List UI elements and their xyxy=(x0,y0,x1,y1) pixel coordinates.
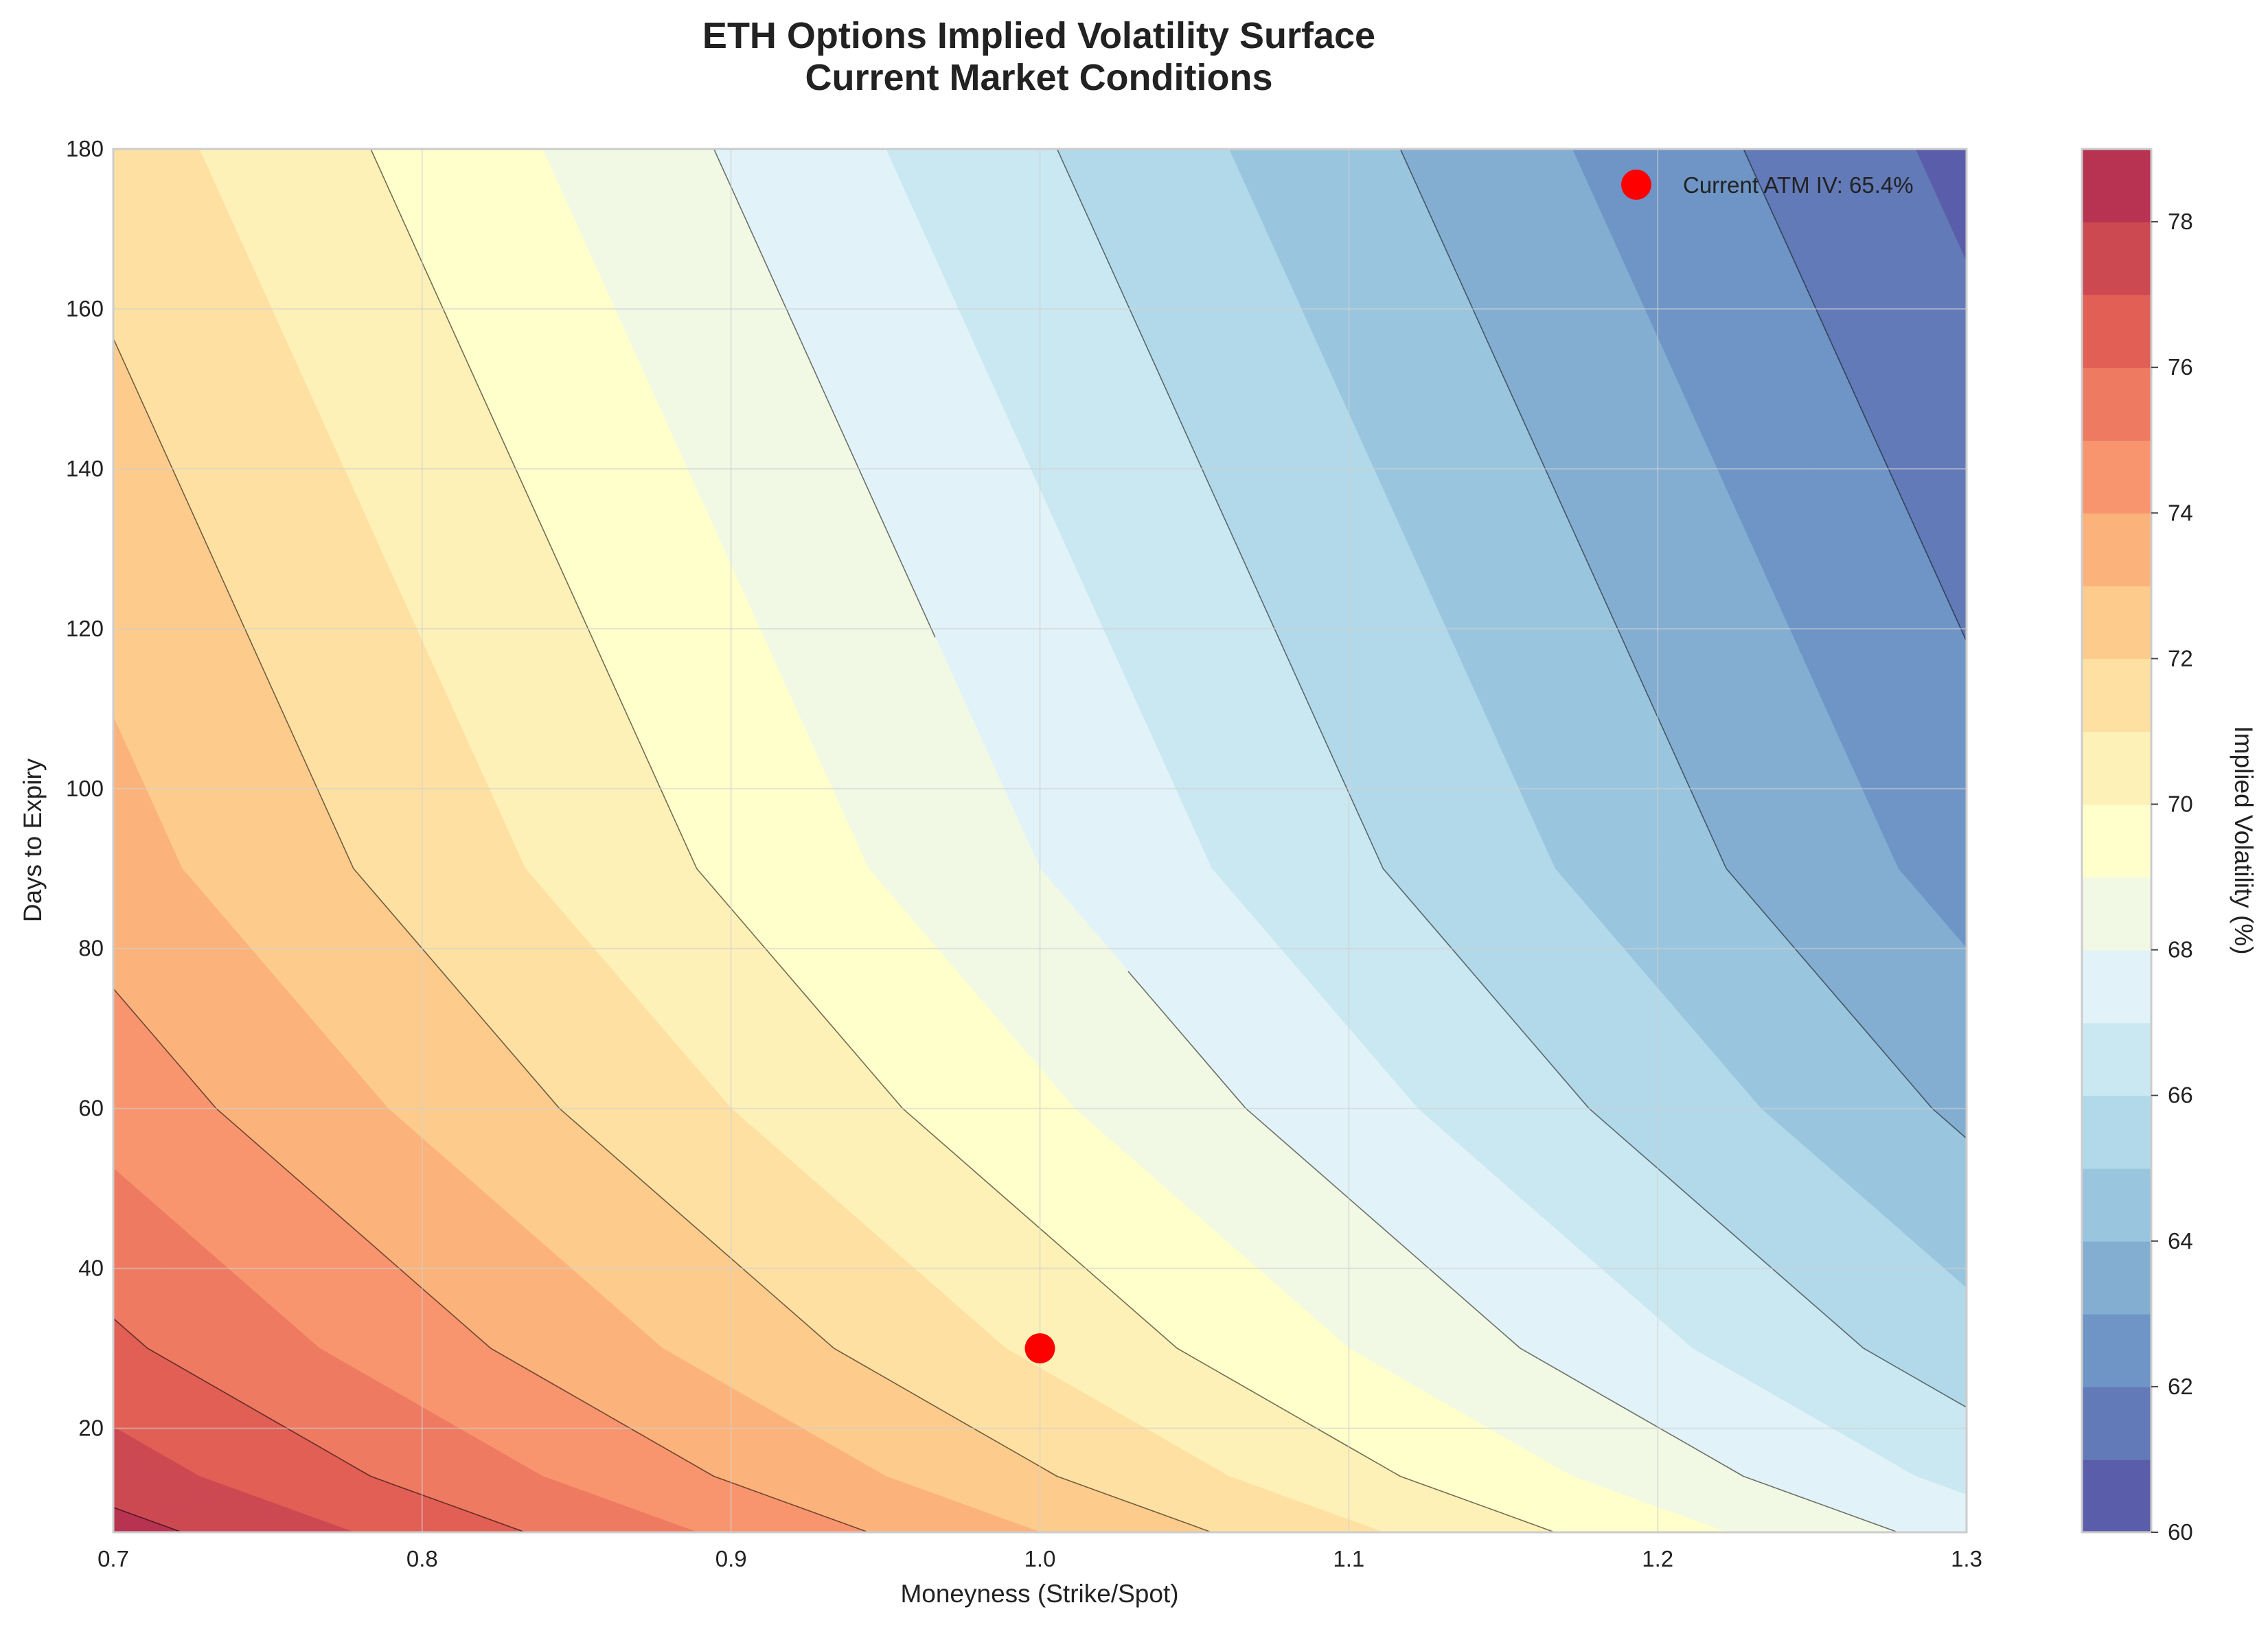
atm-marker xyxy=(1024,1333,1055,1364)
colorbar-frame xyxy=(2081,148,2153,1534)
x-tick-label: 0.8 xyxy=(406,1546,438,1571)
contour-line-78 xyxy=(113,1507,183,1532)
contour-band-77 xyxy=(113,1427,354,1532)
colorbar-label: Implied Volatility (%) xyxy=(2230,726,2258,954)
colorbar-ticks: 60 62 64 66 68 70 72 74 76 78 xyxy=(2151,209,2193,1545)
colorbar-tick-label: 62 xyxy=(2168,1374,2193,1399)
x-tick-label: 1.3 xyxy=(1951,1546,1982,1571)
y-axis-label: Days to Expiry xyxy=(19,758,47,922)
contour-lines xyxy=(113,149,1967,1532)
x-tick-label: 1.0 xyxy=(1024,1546,1056,1571)
y-tick-label: 160 xyxy=(66,296,104,321)
x-axis-label: Moneyness (Strike/Spot) xyxy=(900,1580,1178,1608)
colorbar-tick-label: 64 xyxy=(2168,1228,2193,1254)
colorbar-tick-label: 74 xyxy=(2168,500,2193,525)
plot-frame xyxy=(112,148,1968,1534)
contour-line-68 xyxy=(713,149,1899,1532)
colorbar-band xyxy=(2082,1095,2151,1169)
y-tick-label: 20 xyxy=(78,1416,104,1441)
colorbar-band xyxy=(2082,1022,2151,1096)
y-tick-label: 60 xyxy=(78,1096,104,1121)
x-tick-label: 0.9 xyxy=(715,1546,747,1571)
colorbar-band xyxy=(2082,440,2151,514)
contour-band-67 xyxy=(713,149,1967,1532)
colorbar-band xyxy=(2082,222,2151,295)
colorbar-tick-label: 72 xyxy=(2168,645,2193,671)
contour-line-62 xyxy=(1743,149,1967,642)
contour-band-63 xyxy=(1399,149,1967,1140)
y-tick-label: 40 xyxy=(78,1256,104,1281)
colorbar-band xyxy=(2082,804,2151,878)
colorbar-band xyxy=(2082,513,2151,587)
contour-band-71 xyxy=(113,149,1384,1532)
contour-line-72 xyxy=(113,338,1212,1532)
y-tick-label: 140 xyxy=(66,456,104,481)
colorbar-band xyxy=(2082,1168,2151,1242)
x-tick-label: 1.1 xyxy=(1333,1546,1364,1571)
contour-band-61 xyxy=(1743,149,1967,642)
markers xyxy=(1024,1333,1055,1364)
y-axis-ticks: 20 40 60 80 100 120 140 160 180 xyxy=(66,136,104,1441)
colorbar-tick-label: 76 xyxy=(2168,354,2193,380)
chart-subtitle: Current Market Conditions xyxy=(805,57,1272,98)
colorbar-tick-label: 78 xyxy=(2168,209,2193,234)
contour-line-70 xyxy=(370,149,1555,1532)
colorbar-band xyxy=(2082,1313,2151,1387)
colorbar-band xyxy=(2082,731,2151,805)
colorbar-tick-label: 60 xyxy=(2168,1519,2193,1545)
chart-title: ETH Options Implied Volatility Surface xyxy=(702,15,1375,56)
x-tick-label: 1.2 xyxy=(1642,1546,1673,1571)
y-tick-label: 80 xyxy=(78,936,104,961)
filled-contours xyxy=(113,149,1967,1532)
contour-line-76 xyxy=(113,1317,526,1532)
colorbar-band xyxy=(2082,295,2151,368)
legend: Current ATM IV: 65.4% xyxy=(1621,170,1914,200)
colorbar-band xyxy=(2082,586,2151,660)
colorbar-band xyxy=(2082,658,2151,732)
colorbar-tick-label: 66 xyxy=(2168,1083,2193,1108)
colorbar-tick-label: 70 xyxy=(2168,791,2193,816)
legend-label: Current ATM IV: 65.4% xyxy=(1683,172,1914,198)
x-axis-ticks: 0.7 0.8 0.9 1.0 1.1 1.2 1.3 xyxy=(98,1546,1982,1571)
y-tick-label: 120 xyxy=(66,616,104,641)
colorbar-band xyxy=(2082,367,2151,441)
contour-line-64 xyxy=(1399,149,1967,1140)
colorbar xyxy=(2082,149,2151,1533)
y-tick-label: 180 xyxy=(66,136,104,161)
x-tick-label: 0.7 xyxy=(98,1546,129,1571)
legend-marker xyxy=(1621,170,1651,200)
colorbar-tick-label: 68 xyxy=(2168,937,2193,962)
grid-lines xyxy=(113,148,1967,1532)
colorbar-band xyxy=(2082,1386,2151,1460)
colorbar-band xyxy=(2082,149,2151,222)
colorbar-band xyxy=(2082,877,2151,951)
y-tick-label: 100 xyxy=(66,776,104,801)
colorbar-band xyxy=(2082,1459,2151,1533)
colorbar-band xyxy=(2082,949,2151,1024)
colorbar-band xyxy=(2082,1241,2151,1315)
contour-line-74 xyxy=(113,988,869,1532)
